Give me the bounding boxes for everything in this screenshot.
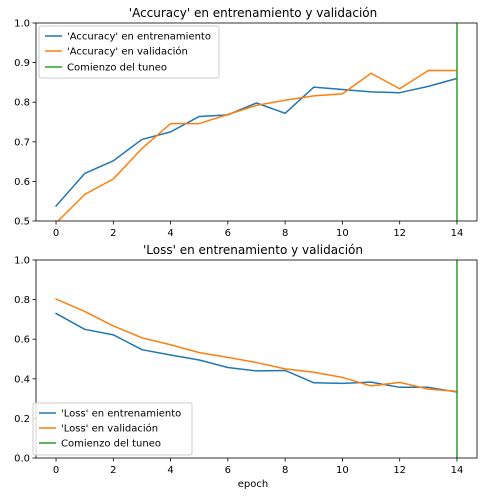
y-tick-label: 1.0	[14, 19, 30, 30]
x-tick-label: 10	[336, 228, 349, 239]
x-tick-label: 8	[282, 465, 288, 476]
x-tick-label: 12	[393, 228, 406, 239]
legend-loss: 'Loss' en entrenamiento 'Loss' en valida…	[32, 402, 193, 456]
x-tick-label: 0	[53, 228, 59, 239]
legend-box	[32, 402, 193, 456]
axes-frame-accuracy	[35, 22, 478, 222]
x-axis-label: epoch	[238, 479, 268, 490]
y-tick-label: 0.7	[14, 137, 30, 148]
x-tick-label: 2	[110, 228, 116, 239]
y-tick-label: 0.8	[14, 98, 30, 109]
chart-title-loss: 'Loss' en entrenamiento y validación	[143, 243, 363, 257]
subplot-accuracy: 'Accuracy' en entrenamiento y validación…	[14, 6, 478, 239]
y-tick-label: 0.0	[14, 454, 30, 465]
y-tick-label: 0.6	[14, 335, 30, 346]
y-tick-label: 0.4	[14, 374, 30, 385]
x-tick-label: 4	[167, 465, 173, 476]
y-tick-label: 0.6	[14, 177, 30, 188]
legend-box	[38, 25, 220, 79]
series-line-train-loss	[55, 312, 458, 393]
legend-label-val: 'Loss' en validación	[61, 423, 158, 435]
x-tick-label: 6	[225, 228, 231, 239]
x-tick-label: 14	[451, 228, 464, 239]
legend-label-vline: Comienzo del tuneo	[67, 63, 167, 74]
y-tick-label: 0.2	[14, 414, 30, 425]
y-tick-label: 0.9	[14, 58, 30, 69]
series-line-train-accuracy	[54, 77, 458, 208]
x-tick-label: 0	[53, 465, 59, 476]
series-line-val-loss	[55, 298, 458, 393]
x-tick-label: 12	[393, 465, 406, 476]
x-tick-label: 14	[451, 465, 464, 476]
legend-label-vline: Comienzo del tuneo	[61, 439, 161, 450]
x-tick-label: 10	[336, 465, 349, 476]
axes-frame-loss	[35, 259, 478, 459]
series-group	[54, 23, 458, 221]
x-tick-label: 6	[225, 465, 231, 476]
y-tick-label: 0.8	[14, 295, 30, 306]
legend-label-train: 'Loss' en entrenamiento	[61, 409, 181, 420]
series-group	[55, 260, 458, 458]
x-axis-accuracy: 0 2 4 6 8 10 12 14	[53, 221, 463, 239]
subplot-loss: 'Loss' en entrenamiento y validación 0 2 4…	[14, 243, 478, 490]
chart-title-accuracy: 'Accuracy' en entrenamiento y validación	[129, 6, 377, 20]
series-line-val-accuracy	[56, 69, 458, 221]
x-tick-label: 8	[282, 228, 288, 239]
y-tick-label: 0.5	[14, 217, 30, 228]
x-axis-loss: 0 2 4 6 8 10 12 14	[53, 458, 463, 476]
legend-accuracy: 'Accuracy' en entrenamiento 'Accuracy' e…	[38, 25, 220, 79]
y-axis-accuracy: 0.5 0.6 0.7 0.8 0.9 1.0	[14, 19, 36, 228]
x-tick-label: 2	[110, 465, 116, 476]
legend-label-train: 'Accuracy' en entrenamiento	[67, 32, 211, 43]
x-tick-label: 4	[167, 228, 173, 239]
y-tick-label: 1.0	[14, 256, 30, 267]
plot-area-accuracy	[54, 23, 458, 221]
legend-label-val: 'Accuracy' en validación	[67, 46, 188, 58]
plot-area-loss	[55, 260, 458, 458]
